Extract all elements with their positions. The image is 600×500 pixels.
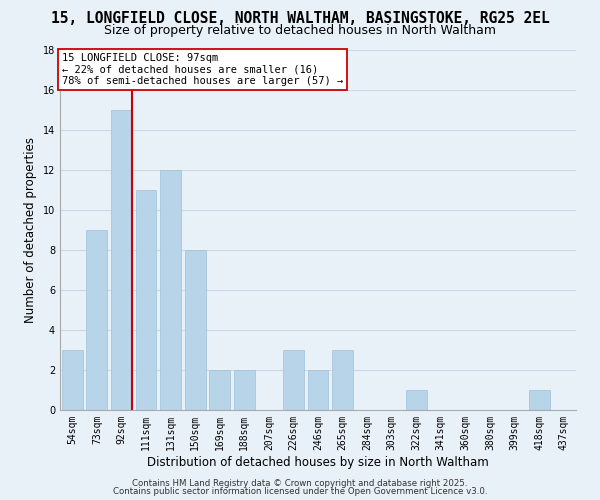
Bar	[529, 390, 550, 410]
Bar	[308, 370, 328, 410]
Bar	[234, 370, 255, 410]
Text: Contains public sector information licensed under the Open Government Licence v3: Contains public sector information licen…	[113, 487, 487, 496]
Text: 15, LONGFIELD CLOSE, NORTH WALTHAM, BASINGSTOKE, RG25 2EL: 15, LONGFIELD CLOSE, NORTH WALTHAM, BASI…	[50, 11, 550, 26]
Bar	[185, 250, 206, 410]
Bar	[406, 390, 427, 410]
Text: Size of property relative to detached houses in North Waltham: Size of property relative to detached ho…	[104, 24, 496, 37]
Text: Contains HM Land Registry data © Crown copyright and database right 2025.: Contains HM Land Registry data © Crown c…	[132, 478, 468, 488]
X-axis label: Distribution of detached houses by size in North Waltham: Distribution of detached houses by size …	[147, 456, 489, 468]
Bar	[160, 170, 181, 410]
Bar	[209, 370, 230, 410]
Bar	[111, 110, 132, 410]
Bar	[283, 350, 304, 410]
Y-axis label: Number of detached properties: Number of detached properties	[24, 137, 37, 323]
Text: 15 LONGFIELD CLOSE: 97sqm
← 22% of detached houses are smaller (16)
78% of semi-: 15 LONGFIELD CLOSE: 97sqm ← 22% of detac…	[62, 53, 343, 86]
Bar	[62, 350, 83, 410]
Bar	[86, 230, 107, 410]
Bar	[332, 350, 353, 410]
Bar	[136, 190, 157, 410]
